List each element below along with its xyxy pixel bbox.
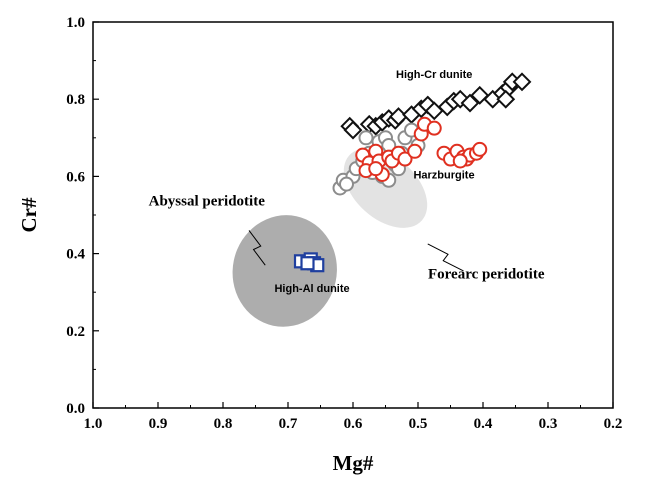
y-tick-label: 0.0 xyxy=(66,401,85,417)
point-square-3-4 xyxy=(300,256,315,271)
point-diamond-0-22 xyxy=(496,89,516,109)
point-circle-1-21 xyxy=(339,176,354,192)
x-tick-label: 0.2 xyxy=(604,416,623,432)
y-tick-label: 0.4 xyxy=(66,247,85,263)
y-tick-label: 0.2 xyxy=(66,324,85,340)
series-label: High-Cr dunite xyxy=(396,69,472,81)
x-tick-label: 0.4 xyxy=(474,416,493,432)
point-circle-2-20 xyxy=(472,141,488,157)
x-axis-title: Mg# xyxy=(333,451,374,475)
point-circle-2-21 xyxy=(452,153,468,169)
data-points xyxy=(293,72,532,273)
field-label: Forearc peridotite xyxy=(428,267,545,283)
x-tick-label: 0.3 xyxy=(539,416,558,432)
axis-ticks: 1.0 0.9 0.8 0.7 0.6 0.5 0.4 0.3 0.2 0.0 0.2 0.4 0.6 0… xyxy=(66,15,622,432)
leader-line-1 xyxy=(427,243,464,272)
point-diamond-0-1 xyxy=(343,120,363,140)
y-tick-label: 0.6 xyxy=(66,169,85,185)
field-leader-lines xyxy=(248,230,464,272)
annotation-labels: Abyssal peridotite Forearc peridotite High… xyxy=(149,69,545,295)
point-circle-1-13 xyxy=(358,130,374,146)
point-circle-2-23 xyxy=(368,161,384,177)
y-axis-title: Cr# xyxy=(17,197,41,232)
field-abyssal-peridotite xyxy=(232,215,337,327)
y-tick-label: 0.8 xyxy=(66,92,85,108)
point-diamond-0-21 xyxy=(512,72,532,92)
x-tick-label: 0.5 xyxy=(409,416,428,432)
leader-line-0 xyxy=(248,230,266,266)
y-tick-label: 1.0 xyxy=(66,15,85,31)
x-tick-label: 0.6 xyxy=(344,416,363,432)
x-tick-label: 0.8 xyxy=(214,416,233,432)
field-label: Abyssal peridotite xyxy=(149,193,266,209)
point-circle-2-8 xyxy=(397,151,413,167)
point-diamond-0-15 xyxy=(460,93,480,113)
plot-frame xyxy=(92,21,614,409)
point-circle-2-9 xyxy=(407,143,423,159)
series-label: Harzburgite xyxy=(413,169,474,181)
point-circle-2-12 xyxy=(426,120,442,136)
x-tick-label: 0.9 xyxy=(149,416,168,432)
x-tick-label: 1.0 xyxy=(84,416,103,432)
series-label: High-Al dunite xyxy=(274,283,349,295)
x-tick-label: 0.7 xyxy=(279,416,298,432)
